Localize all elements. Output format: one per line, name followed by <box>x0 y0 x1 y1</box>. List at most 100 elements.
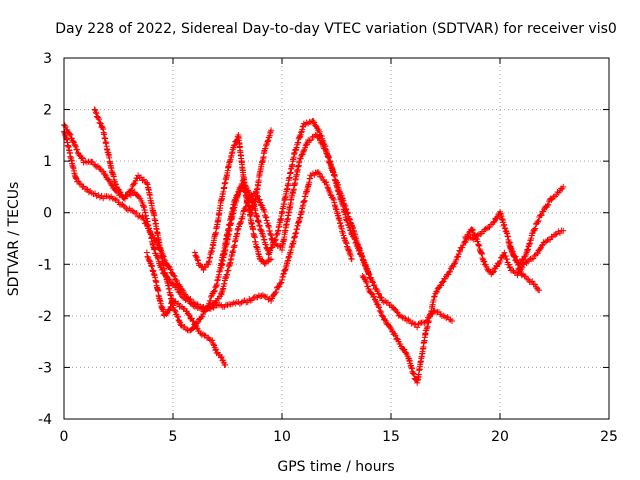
data-point-marker <box>211 287 218 294</box>
data-point-marker <box>534 218 541 225</box>
data-point-marker <box>95 114 102 121</box>
data-point-marker <box>173 277 180 284</box>
data-point-marker <box>209 339 216 346</box>
data-point-marker <box>544 202 551 209</box>
data-point-marker <box>511 253 518 260</box>
data-point-marker <box>532 225 539 232</box>
data-point-marker <box>105 176 112 183</box>
data-point-marker <box>300 147 307 154</box>
data-point-marker <box>526 256 533 263</box>
data-point-marker <box>146 257 153 264</box>
data-point-marker <box>560 227 567 234</box>
data-point-marker <box>246 296 253 303</box>
data-point-marker <box>343 239 350 246</box>
data-point-marker <box>319 137 326 144</box>
data-point-marker <box>194 257 201 264</box>
data-point-marker <box>171 307 178 314</box>
data-point-marker <box>120 202 127 209</box>
data-point-marker <box>363 264 370 271</box>
data-point-marker <box>260 233 267 240</box>
data-point-marker <box>368 276 375 283</box>
data-point-marker <box>529 278 536 285</box>
x-tick-label: 0 <box>60 429 69 445</box>
data-point-marker <box>364 265 371 272</box>
y-axis-label: SDTVAR / TECUs <box>6 182 22 297</box>
data-point-marker <box>472 234 479 241</box>
data-point-marker <box>236 188 243 195</box>
data-point-marker <box>206 336 213 343</box>
data-point-marker <box>509 248 516 255</box>
data-point-marker <box>325 186 332 193</box>
x-tick-label: 5 <box>169 429 178 445</box>
y-tick-label: 2 <box>43 103 52 119</box>
x-tick-label: 10 <box>273 429 291 445</box>
data-point-marker <box>514 262 521 269</box>
data-point-marker <box>330 195 337 202</box>
data-point-marker <box>524 275 531 282</box>
data-point-marker <box>377 309 384 316</box>
data-point-marker <box>494 214 501 221</box>
data-point-marker <box>296 132 303 139</box>
data-point-marker <box>447 316 454 323</box>
data-point-marker <box>99 124 106 131</box>
data-point-marker <box>170 272 177 279</box>
data-point-marker <box>278 279 285 286</box>
data-point-marker <box>272 237 279 244</box>
data-point-marker <box>469 226 476 233</box>
data-point-marker <box>167 266 174 273</box>
data-point-marker <box>547 236 554 243</box>
tick-labels: 0 5 10 15 20 25 -4 -3 -2 -1 0 1 2 3 <box>38 51 618 445</box>
series-track-3 <box>91 106 456 334</box>
data-point-marker <box>297 155 304 162</box>
x-tick-label: 15 <box>382 429 400 445</box>
data-point-marker <box>231 142 238 149</box>
data-point-marker <box>474 238 481 245</box>
data-point-marker <box>351 236 358 243</box>
data-point-marker <box>316 170 323 177</box>
data-point-marker <box>371 281 378 288</box>
data-point-marker <box>261 260 268 267</box>
data-point-marker <box>434 289 441 296</box>
data-point-marker <box>247 193 254 200</box>
data-point-marker <box>451 260 458 267</box>
data-point-marker <box>167 303 174 310</box>
data-point-marker <box>349 224 356 231</box>
series-track-4 <box>143 249 229 369</box>
gridlines <box>64 58 609 419</box>
data-point-marker <box>308 137 315 144</box>
data-point-marker <box>374 287 381 294</box>
data-point-marker <box>351 235 358 242</box>
data-point-marker <box>398 313 405 320</box>
data-point-marker <box>370 282 377 289</box>
data-point-marker <box>172 308 179 315</box>
data-point-marker <box>325 154 332 161</box>
data-point-marker <box>67 131 74 138</box>
data-point-marker <box>376 304 383 311</box>
data-point-marker <box>218 354 225 361</box>
data-point-marker <box>133 210 140 217</box>
data-point-marker <box>298 151 305 158</box>
data-point-marker <box>378 294 385 301</box>
x-tick-label: 25 <box>600 429 618 445</box>
data-point-marker <box>503 256 510 263</box>
y-tick-label: -3 <box>38 360 52 376</box>
data-point-marker <box>183 326 190 333</box>
data-point-marker <box>358 252 365 259</box>
data-point-marker <box>396 312 403 319</box>
data-point-marker <box>66 130 73 137</box>
data-point-marker <box>316 128 323 135</box>
data-point-marker <box>531 252 538 259</box>
data-point-marker <box>111 195 118 202</box>
data-point-marker <box>237 218 244 225</box>
data-point-marker <box>78 154 85 161</box>
data-point-marker <box>359 254 366 261</box>
data-point-marker <box>306 137 313 144</box>
data-point-marker <box>191 249 198 256</box>
data-point-marker <box>84 186 91 193</box>
data-point-marker <box>412 321 419 328</box>
data-point-marker <box>174 313 181 320</box>
data-point-marker <box>327 191 334 198</box>
data-point-marker <box>341 234 348 241</box>
axis-ticks <box>63 57 610 420</box>
